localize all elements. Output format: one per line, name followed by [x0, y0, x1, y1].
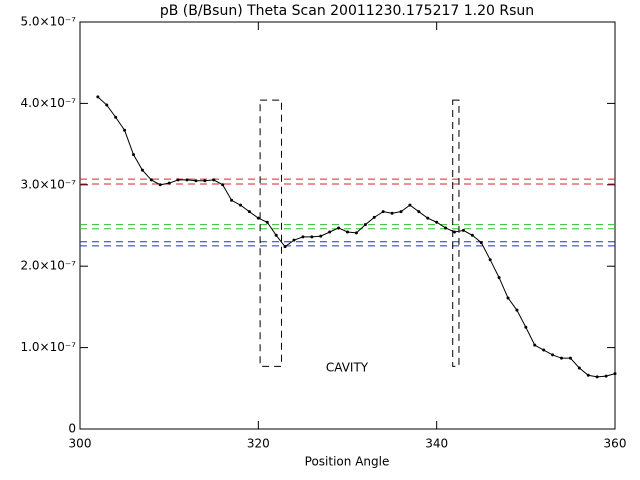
- plot-frame: [79, 21, 616, 430]
- data-point: [149, 178, 153, 182]
- y-tick-label: 3.0×10⁻⁷: [20, 177, 76, 191]
- data-point: [417, 210, 421, 214]
- data-point: [453, 230, 456, 234]
- data-point: [123, 128, 127, 132]
- y-tick-label: 0: [68, 422, 76, 436]
- data-point: [381, 210, 385, 214]
- data-point: [167, 181, 171, 185]
- data-point: [328, 230, 332, 234]
- data-point: [533, 343, 537, 347]
- data-point: [372, 215, 376, 219]
- data-point: [604, 374, 608, 378]
- data-point: [194, 179, 198, 183]
- data-point: [337, 226, 341, 230]
- data-point: [470, 233, 474, 237]
- data-point: [479, 241, 483, 245]
- data-point: [506, 296, 510, 300]
- y-tick-label: 1.0×10⁻⁷: [20, 340, 76, 354]
- data-point: [292, 238, 296, 242]
- data-point: [586, 373, 590, 377]
- data-point: [221, 183, 225, 187]
- data-point: [256, 216, 260, 220]
- data-point: [363, 223, 367, 227]
- data-point: [390, 211, 394, 215]
- data-point: [435, 220, 439, 224]
- data-point: [568, 356, 572, 360]
- data-point: [319, 234, 323, 238]
- data-point: [577, 366, 581, 370]
- data-point: [132, 153, 135, 157]
- annotation: CAVITY: [326, 361, 369, 375]
- data-point: [283, 245, 287, 249]
- data-point: [515, 308, 519, 312]
- y-tick-label: 5.0×10⁻⁷: [20, 15, 76, 29]
- data-point: [595, 375, 599, 379]
- data-point: [524, 325, 528, 329]
- data-point: [497, 276, 501, 280]
- chart-title: pB (B/Bsun) Theta Scan 20011230.175217 1…: [160, 3, 534, 19]
- data-point: [158, 183, 162, 187]
- x-axis-label: Position Angle: [305, 455, 390, 469]
- data-point: [105, 103, 109, 107]
- data-point: [399, 210, 403, 214]
- data-point: [114, 115, 118, 119]
- data-point: [274, 233, 278, 237]
- x-tick-label: 300: [69, 437, 92, 451]
- data-point: [96, 95, 100, 99]
- data-point: [310, 235, 314, 239]
- x-tick-label: 360: [604, 437, 627, 451]
- cavity-box: [452, 99, 460, 367]
- data-point: [247, 210, 251, 214]
- data-point: [560, 356, 563, 360]
- data-point: [185, 178, 189, 182]
- data-point: [354, 231, 358, 235]
- y-tick-label: 4.0×10⁻⁷: [20, 96, 76, 110]
- y-tick-label: 2.0×10⁻⁷: [20, 259, 76, 273]
- data-point: [230, 198, 234, 202]
- data-point: [203, 179, 207, 183]
- data-point: [426, 216, 430, 220]
- data-point: [613, 372, 617, 376]
- data-point: [461, 228, 465, 232]
- data-point: [542, 348, 546, 352]
- data-point: [140, 168, 144, 172]
- x-tick-label: 320: [247, 437, 270, 451]
- data-point: [265, 220, 269, 224]
- data-point: [346, 230, 349, 234]
- data-point: [239, 203, 242, 207]
- data-point: [444, 226, 448, 230]
- data-point: [212, 178, 216, 182]
- data-point: [551, 353, 555, 357]
- data-point: [301, 235, 305, 239]
- data-point: [408, 203, 412, 207]
- x-tick-label: 340: [425, 437, 448, 451]
- data-point: [488, 258, 492, 262]
- data-point: [176, 178, 180, 182]
